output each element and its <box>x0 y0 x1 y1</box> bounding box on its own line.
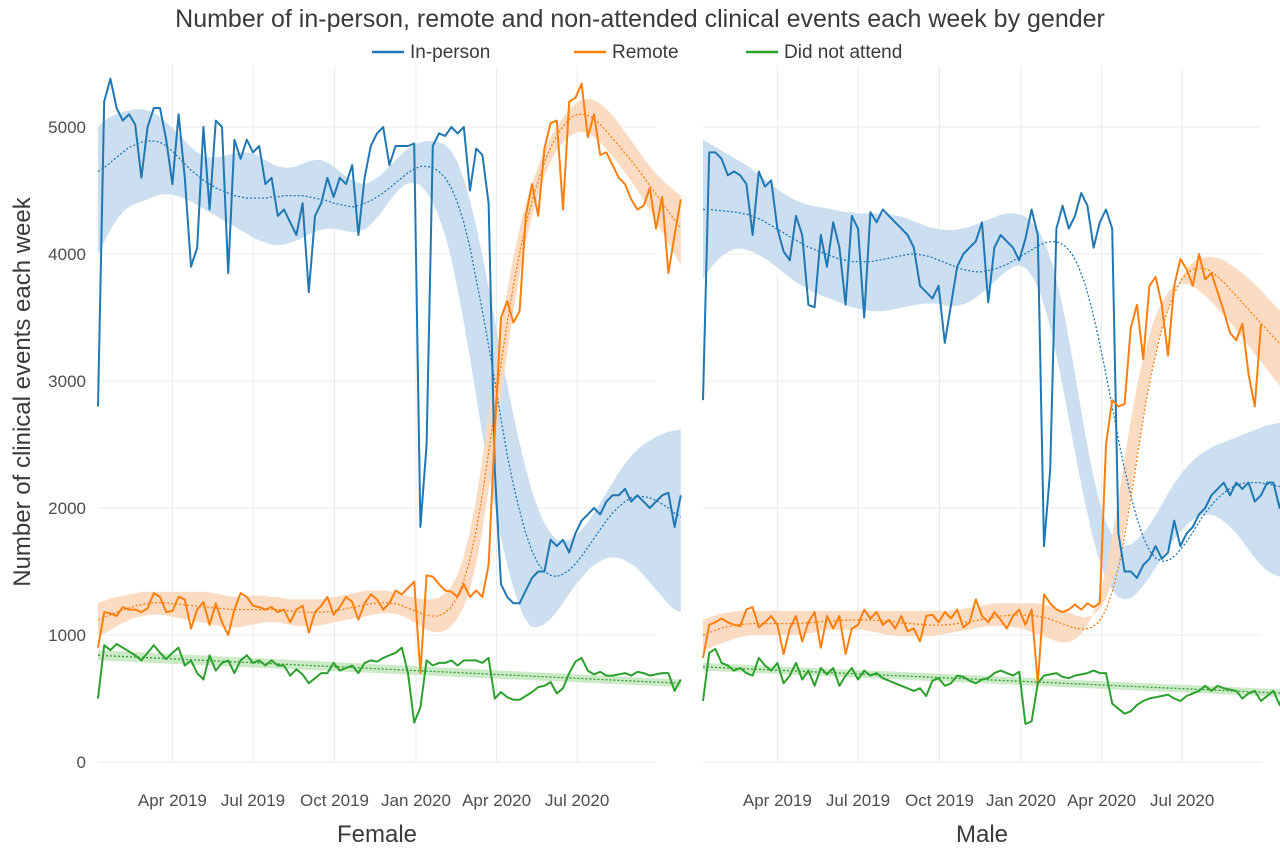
legend-label-did-not-attend: Did not attend <box>784 42 902 63</box>
x-tick-label-apr-2019: Apr 2019 <box>138 791 207 810</box>
y-tick-label-4000: 4000 <box>48 245 86 264</box>
x-tick-label-apr-2019: Apr 2019 <box>743 791 812 810</box>
smooth-line-remote <box>97 113 682 621</box>
legend-label-remote: Remote <box>612 42 679 63</box>
smooth-line-remote <box>702 267 1280 636</box>
band-remote <box>98 99 681 637</box>
facet-label-male: Male <box>956 821 1008 848</box>
smooth-line-in-person <box>703 208 1280 562</box>
band-in-person <box>703 139 1280 600</box>
smooth-line-in-person <box>97 140 682 578</box>
x-tick-label-jul-2019: Jul 2019 <box>826 791 890 810</box>
trend-line-did-not-attend <box>97 654 681 684</box>
x-tick-label-apr-2020: Apr 2020 <box>462 791 531 810</box>
legend-label-in-person: In-person <box>410 42 490 63</box>
x-tick-label-apr-2020: Apr 2020 <box>1067 791 1136 810</box>
y-tick-label-2000: 2000 <box>48 499 86 518</box>
x-tick-label-oct-2019: Oct 2019 <box>300 791 369 810</box>
y-axis-ticks: 0 1000 2000 3000 4000 5000 <box>48 118 86 772</box>
x-tick-label-jul-2020: Jul 2020 <box>545 791 609 810</box>
band-in-person <box>98 109 681 628</box>
panel-female: Apr 2019 Jul 2019 Oct 2019 Jan 2020 Apr 2020… <box>97 66 682 848</box>
legend: In-person Remote Did not attend <box>372 42 902 63</box>
x-tick-label-jul-2019: Jul 2019 <box>221 791 285 810</box>
y-tick-label-5000: 5000 <box>48 118 86 137</box>
band-did-not-attend <box>98 650 681 688</box>
y-axis-label: Number of clinical events each week <box>9 196 36 587</box>
y-tick-label-1000: 1000 <box>48 626 86 645</box>
x-tick-label-jan-2020: Jan 2020 <box>381 791 451 810</box>
x-tick-label-jan-2020: Jan 2020 <box>986 791 1056 810</box>
facet-label-female: Female <box>337 821 417 848</box>
chart-title: Number of in-person, remote and non-atte… <box>175 5 1105 33</box>
x-tick-label-oct-2019: Oct 2019 <box>905 791 974 810</box>
band-remote <box>703 256 1280 651</box>
x-tick-label-jul-2020: Jul 2020 <box>1150 791 1214 810</box>
y-tick-label-0: 0 <box>77 753 86 772</box>
panel-male: Apr 2019 Jul 2019 Oct 2019 Jan 2020 Apr 2020… <box>702 66 1280 848</box>
y-tick-label-3000: 3000 <box>48 372 86 391</box>
